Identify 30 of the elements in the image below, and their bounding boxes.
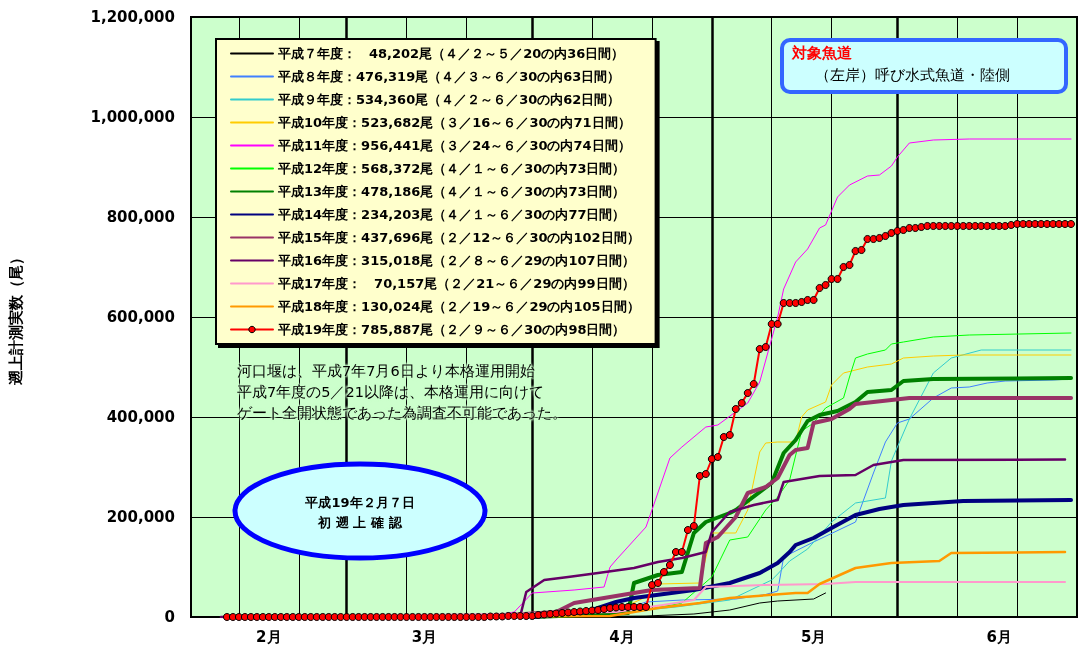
legend-label: 平成９年度：534,360尾（４／２～６／30の内62日間） bbox=[277, 92, 621, 107]
x-tick-label: 2月 bbox=[256, 627, 282, 646]
legend-label: 平成８年度：476,319尾（４／３～６／30の内63日間） bbox=[277, 69, 621, 84]
annotation: 平成19年２月７日 bbox=[304, 494, 416, 512]
y-tick-label: 400,000 bbox=[106, 408, 175, 426]
y-axis-title: 遡上計測実数（尾） bbox=[6, 249, 25, 386]
legend-label: 平成15年度：437,696尾（２／12～６／30の内102日間） bbox=[277, 230, 640, 245]
y-tick-label: 1,000,000 bbox=[90, 108, 175, 126]
y-tick-label: 600,000 bbox=[106, 308, 175, 326]
legend-label: 平成17年度： 70,157尾（２／21～６／29の内99日間） bbox=[277, 276, 635, 291]
legend-label: 平成11年度：956,441尾（３／24～６／30の内74日間） bbox=[277, 138, 631, 153]
legend-label: 平成７年度： 48,202尾（４／２～５／20の内36日間） bbox=[277, 46, 625, 61]
legend-label: 平成16年度：315,018尾（２／８～６／29の内107日間） bbox=[277, 253, 635, 268]
annotation: 初 遡 上 確 認 bbox=[317, 514, 403, 532]
legend-label: 平成19年度：785,887尾（２／９～６／30の内98日間） bbox=[277, 322, 626, 337]
x-tick-label: 6月 bbox=[986, 627, 1012, 646]
x-tick-label: 5月 bbox=[800, 627, 827, 646]
x-tick-label: 3月 bbox=[411, 627, 438, 646]
x-tick-label: 4月 bbox=[609, 627, 635, 646]
legend-label: 平成12年度：568,372尾（４／１～６／30の内73日間） bbox=[277, 161, 626, 176]
text: 対象魚道 bbox=[792, 44, 852, 63]
text: （左岸）呼び水式魚道・陸側 bbox=[815, 66, 1010, 85]
y-tick-label: 800,000 bbox=[106, 208, 175, 226]
y-tick-label: 1,200,000 bbox=[90, 8, 175, 26]
legend-label: 平成18年度：130,024尾（２／19～６／29の内105日間） bbox=[277, 299, 640, 314]
y-tick-label: 0 bbox=[164, 608, 175, 626]
y-tick-label: 200,000 bbox=[106, 508, 175, 526]
legend-label: 平成10年度：523,682尾（３／16～６／30の内71日間） bbox=[277, 115, 631, 130]
legend-label: 平成13年度：478,186尾（４／１～６／30の内73日間） bbox=[277, 184, 626, 199]
legend-label: 平成14年度：234,203尾（４／１～６／30の内77日間） bbox=[277, 207, 626, 222]
